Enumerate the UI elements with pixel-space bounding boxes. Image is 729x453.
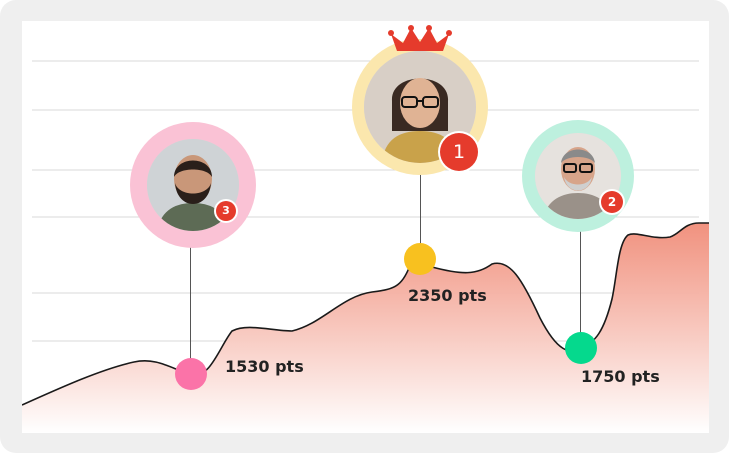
player-3-avatar-ring[interactable]: 3 — [130, 122, 256, 248]
woman-with-glasses-avatar — [364, 51, 476, 163]
player-2-connector — [580, 226, 581, 346]
player-1-points: 2350 pts — [408, 286, 487, 305]
crown-icon — [388, 25, 452, 51]
player-1-marker[interactable] — [404, 243, 436, 275]
player-2-marker[interactable] — [565, 332, 597, 364]
player-1-avatar-ring[interactable]: 1 — [352, 39, 488, 175]
player-3-marker[interactable] — [175, 358, 207, 390]
player-2-avatar-ring[interactable]: 2 — [522, 120, 634, 232]
rank-badge-3: 3 — [216, 201, 236, 221]
score-area — [22, 223, 709, 433]
player-1-connector — [420, 161, 421, 261]
player-2-points: 1750 pts — [581, 367, 660, 386]
player-3-connector — [190, 229, 191, 374]
player-3-points: 1530 pts — [225, 357, 304, 376]
leaderboard-chart: 1530 pts 3 2350 pts — [22, 21, 709, 433]
rank-badge-1: 1 — [440, 133, 478, 171]
rank-badge-2: 2 — [601, 191, 623, 213]
